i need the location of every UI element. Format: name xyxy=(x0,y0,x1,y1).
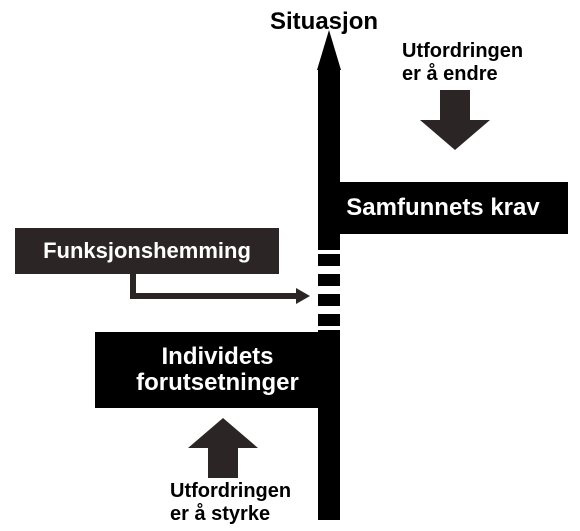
axis-dash xyxy=(318,294,340,306)
axis-tip-icon xyxy=(317,30,341,70)
axis-dash xyxy=(318,274,340,286)
gap-arrow-head-icon xyxy=(296,288,310,304)
box-individets-line2: forutsetninger xyxy=(136,370,299,396)
box-individets-line1: Individets xyxy=(161,344,273,370)
caption-bottom-line2: er å styrke xyxy=(170,503,291,526)
fat-arrow-down-icon xyxy=(420,90,490,150)
box-individets-forutsetninger: Individets forutsetninger xyxy=(95,332,340,408)
box-samfunnets-krav: Samfunnets krav xyxy=(318,182,568,234)
box-funksjonshemming-label: Funksjonshemming xyxy=(43,238,251,264)
fat-arrow-up-icon xyxy=(188,418,258,478)
box-samfunnets-krav-label: Samfunnets krav xyxy=(346,195,539,221)
caption-bottom: Utfordringen er å styrke xyxy=(170,480,291,526)
axis-dash xyxy=(318,314,340,326)
caption-bottom-line1: Utfordringen xyxy=(170,480,291,503)
box-funksjonshemming: Funksjonshemming xyxy=(15,228,279,274)
diagram-canvas: Situasjon Samfunnets krav Individets for… xyxy=(0,0,580,531)
caption-top-line2: er å endre xyxy=(402,63,523,86)
axis-dash xyxy=(318,254,340,266)
caption-top-line1: Utfordringen xyxy=(402,40,523,63)
caption-top: Utfordringen er å endre xyxy=(402,40,523,86)
gap-arrow-horizontal xyxy=(130,293,298,299)
